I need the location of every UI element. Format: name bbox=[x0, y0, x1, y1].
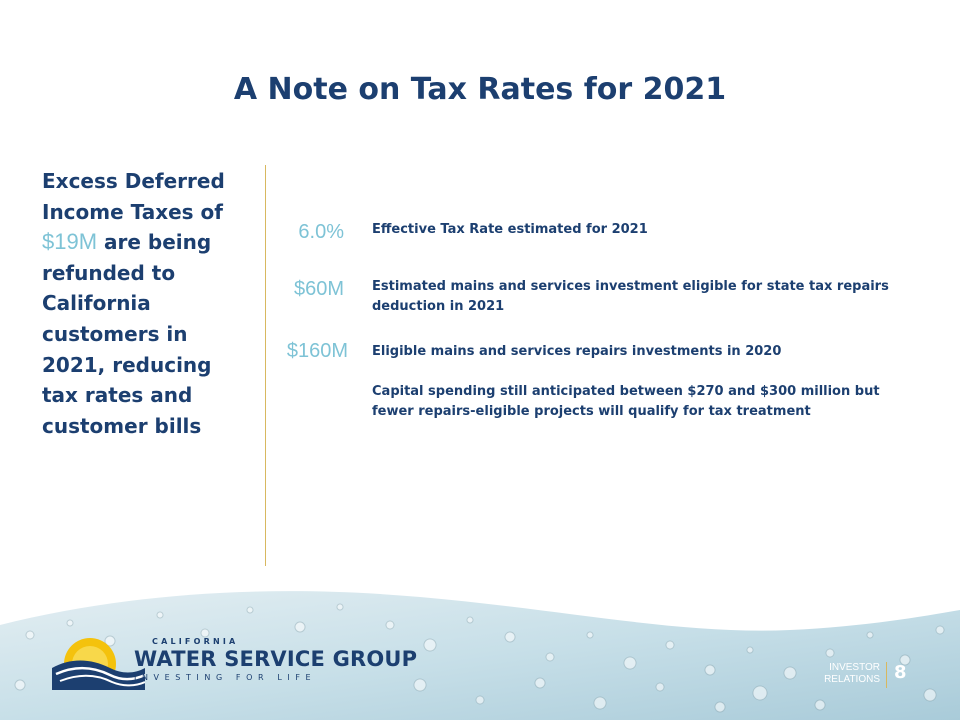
water-droplets-banner bbox=[0, 591, 960, 720]
brand-name: WATER SERVICE GROUP bbox=[134, 647, 418, 671]
slide-title: A Note on Tax Rates for 2021 bbox=[233, 72, 727, 107]
brand-tagline: INVESTING FOR LIFE bbox=[134, 673, 317, 682]
page-number: 8 bbox=[894, 662, 907, 683]
stat-text-repairs-investments: Eligible mains and services repairs inve… bbox=[372, 344, 782, 359]
brand-top-line: CALIFORNIA bbox=[152, 637, 239, 646]
investor-label-line2: RELATIONS bbox=[824, 674, 880, 685]
excess-deferred-taxes-callout: Excess Deferred Income Taxes of $19M are… bbox=[42, 166, 232, 441]
callout-text-after: are being refunded to California custome… bbox=[42, 230, 212, 438]
water-service-logo-icon bbox=[52, 638, 145, 690]
footer-separator bbox=[886, 662, 887, 688]
investor-relations-label: INVESTOR RELATIONS bbox=[818, 662, 880, 686]
callout-highlight-amount: $19M bbox=[42, 229, 98, 255]
callout-text-before: Excess Deferred Income Taxes of bbox=[42, 169, 225, 224]
stat-text-tax-rate: Effective Tax Rate estimated for 2021 bbox=[372, 222, 648, 237]
investor-label-line1: INVESTOR bbox=[829, 662, 880, 673]
stat-value-repairs-investments: $160M bbox=[286, 340, 348, 362]
stat-text-mains-investment: Estimated mains and services investment … bbox=[372, 279, 889, 314]
stat-value-mains-investment: $60M bbox=[293, 278, 344, 300]
vertical-divider bbox=[265, 165, 266, 566]
stat-value-tax-rate: 6.0% bbox=[298, 221, 344, 243]
stat-text-capital-spending: Capital spending still anticipated betwe… bbox=[372, 384, 880, 419]
